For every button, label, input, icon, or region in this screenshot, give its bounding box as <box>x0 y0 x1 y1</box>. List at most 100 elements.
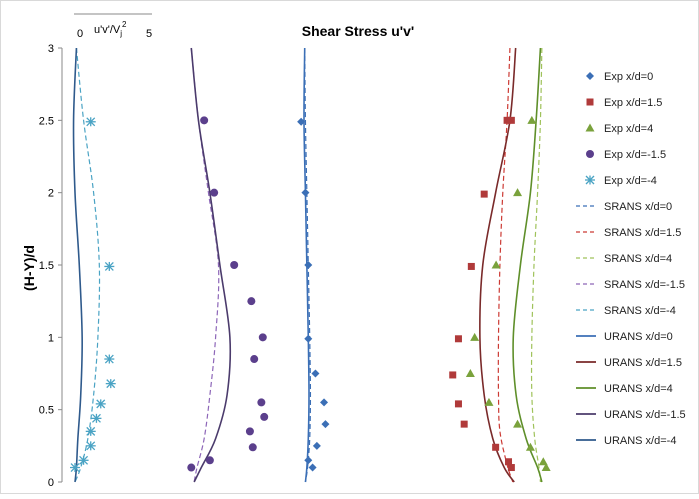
data-point-exp-x-d-4 <box>85 426 96 436</box>
data-point-exp-x-d-1-5 <box>507 464 515 472</box>
legend-item: Exp x/d=-1.5 <box>586 149 666 161</box>
data-point-exp-x-d-4 <box>513 188 523 197</box>
data-point-exp-x-d-1-5 <box>449 371 457 379</box>
data-point-exp-x-d-1-5 <box>205 456 214 465</box>
legend-swatch <box>585 123 595 132</box>
legend-label: URANS x/d=1.5 <box>604 357 682 369</box>
y-tick-label: 2.5 <box>39 115 54 127</box>
legend-item: URANS x/d=1.5 <box>576 357 682 369</box>
y-tick-label: 1.5 <box>39 260 54 272</box>
data-point-exp-x-d-4 <box>465 369 475 377</box>
legend-swatch <box>586 150 594 158</box>
legend: Exp x/d=0 Exp x/d=1.5 Exp x/d=4 Exp x/d=-1.… <box>576 71 686 447</box>
legend-label: SRANS x/d=0 <box>604 201 672 213</box>
legend-item: URANS x/d=-1.5 <box>576 409 686 421</box>
data-point-exp-x-d-4 <box>470 332 480 341</box>
data-point-exp-x-d-4 <box>78 455 89 465</box>
data-point-exp-x-d-4 <box>513 419 523 428</box>
scale-bar: u'v'/Vj2 0 5 <box>74 13 152 40</box>
legend-label: URANS x/d=4 <box>604 383 673 395</box>
data-point-exp-x-d-1-5 <box>454 335 462 343</box>
legend-item: URANS x/d=4 <box>576 383 673 395</box>
legend-label: SRANS x/d=-1.5 <box>604 279 685 291</box>
data-point-exp-x-d-1-5 <box>247 297 256 306</box>
data-point-exp-x-d-1-5 <box>460 420 468 428</box>
data-point-exp-x-d-0 <box>304 334 313 343</box>
y-tick-label: 2 <box>48 188 54 200</box>
data-point-exp-x-d-4 <box>105 379 116 389</box>
data-point-exp-x-d-0 <box>321 420 330 429</box>
legend-label: Exp x/d=0 <box>604 71 653 83</box>
legend-label: URANS x/d=0 <box>604 331 673 343</box>
legend-item: SRANS x/d=0 <box>576 201 672 213</box>
data-point-exp-x-d-4 <box>541 463 551 472</box>
data-point-exp-x-d-1-5 <box>250 355 259 364</box>
series-line-urans-x-d-4 <box>512 47 543 483</box>
chart-title: Shear Stress u'v' <box>302 23 415 39</box>
series-line-urans-x-d-1-5 <box>190 47 232 483</box>
legend-item: URANS x/d=-4 <box>576 435 676 447</box>
data-point-exp-x-d-0 <box>320 398 329 407</box>
data-point-exp-x-d-1-5 <box>200 116 209 125</box>
legend-swatch <box>585 175 595 185</box>
data-point-exp-x-d-4 <box>91 413 102 423</box>
data-point-exp-x-d-4 <box>491 260 501 269</box>
legend-item: SRANS x/d=-1.5 <box>576 279 685 291</box>
legend-item: Exp x/d=1.5 <box>586 97 662 109</box>
data-point-exp-x-d-1-5 <box>258 333 267 342</box>
y-tick-label: 3 <box>48 43 54 55</box>
series-line-srans-x-d-1-5 <box>497 47 514 483</box>
data-point-exp-x-d-1-5 <box>260 412 269 421</box>
scale-bar-tick-label: 0 <box>77 28 83 40</box>
data-point-exp-x-d-1-5 <box>492 443 500 451</box>
legend-label: Exp x/d=1.5 <box>604 97 662 109</box>
data-point-exp-x-d-1-5 <box>480 190 488 198</box>
data-point-exp-x-d-4 <box>527 115 537 124</box>
data-point-exp-x-d-4 <box>85 117 96 127</box>
legend-label: SRANS x/d=4 <box>604 253 672 265</box>
data-point-exp-x-d-4 <box>85 441 96 451</box>
legend-label: Exp x/d=-1.5 <box>604 149 666 161</box>
legend-swatch <box>586 98 594 106</box>
y-tick-label: 1 <box>48 332 54 344</box>
y-axis-label: (H-Y)/d <box>21 245 37 291</box>
y-tick-label: 0.5 <box>39 405 54 417</box>
data-point-exp-x-d-0 <box>312 441 321 450</box>
legend-label: SRANS x/d=1.5 <box>604 227 681 239</box>
legend-swatch <box>586 72 594 80</box>
legend-item: SRANS x/d=-4 <box>576 305 676 317</box>
data-point-exp-x-d-4 <box>95 399 106 409</box>
data-point-exp-x-d-1-5 <box>230 261 239 269</box>
legend-label: SRANS x/d=-4 <box>604 305 676 317</box>
scale-bar-tick-label: 5 <box>146 28 152 40</box>
legend-label: Exp x/d=-4 <box>604 175 657 187</box>
data-point-exp-x-d-1-5 <box>248 443 257 452</box>
data-point-exp-x-d-1-5 <box>257 398 266 407</box>
legend-item: Exp x/d=4 <box>585 123 653 135</box>
data-point-exp-x-d-1-5 <box>467 262 475 270</box>
data-point-exp-x-d-4 <box>538 457 548 466</box>
legend-label: URANS x/d=-1.5 <box>604 409 686 421</box>
data-point-exp-x-d-4 <box>484 397 494 406</box>
y-axis: 0 0.5 1 1.5 2 2.5 3 <box>39 43 63 489</box>
legend-item: Exp x/d=-4 <box>585 175 657 187</box>
data-point-exp-x-d-0 <box>297 117 306 126</box>
data-point-exp-x-d-0 <box>304 456 313 465</box>
plot-area <box>70 47 551 483</box>
legend-item: SRANS x/d=1.5 <box>576 227 681 239</box>
series-line-urans-x-d-1-5 <box>479 47 517 483</box>
data-point-exp-x-d-0 <box>301 188 310 197</box>
data-point-exp-x-d-1-5 <box>245 427 254 436</box>
data-point-exp-x-d-1-5 <box>505 458 513 466</box>
series-line-srans-x-d-4 <box>530 47 543 483</box>
series-line-urans-x-d-4 <box>72 47 83 483</box>
data-point-exp-x-d-0 <box>308 463 317 472</box>
legend-item: SRANS x/d=4 <box>576 253 672 265</box>
data-point-exp-x-d-4 <box>525 442 535 451</box>
data-point-exp-x-d-0 <box>311 369 320 378</box>
data-point-exp-x-d-1-5 <box>454 400 462 408</box>
data-point-exp-x-d-1-5 <box>507 116 515 124</box>
data-point-exp-x-d-4 <box>104 261 115 271</box>
